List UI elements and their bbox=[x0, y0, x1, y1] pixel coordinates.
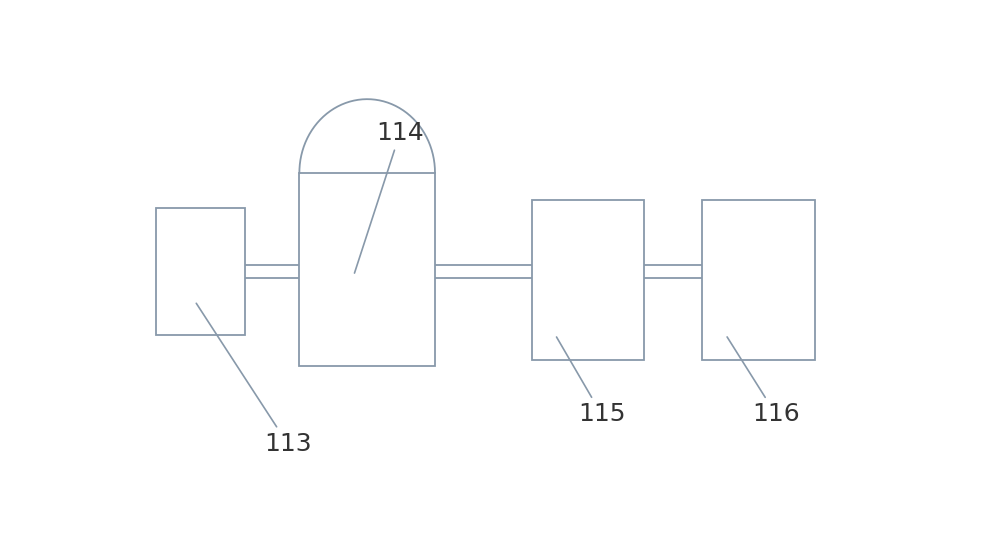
Text: 115: 115 bbox=[557, 337, 625, 426]
Bar bbox=[532, 200, 644, 360]
Bar bbox=[156, 209, 245, 335]
Bar bbox=[299, 173, 435, 366]
Text: 116: 116 bbox=[727, 337, 800, 426]
Text: 114: 114 bbox=[354, 121, 424, 273]
Bar bbox=[702, 200, 815, 360]
Text: 113: 113 bbox=[196, 303, 312, 456]
